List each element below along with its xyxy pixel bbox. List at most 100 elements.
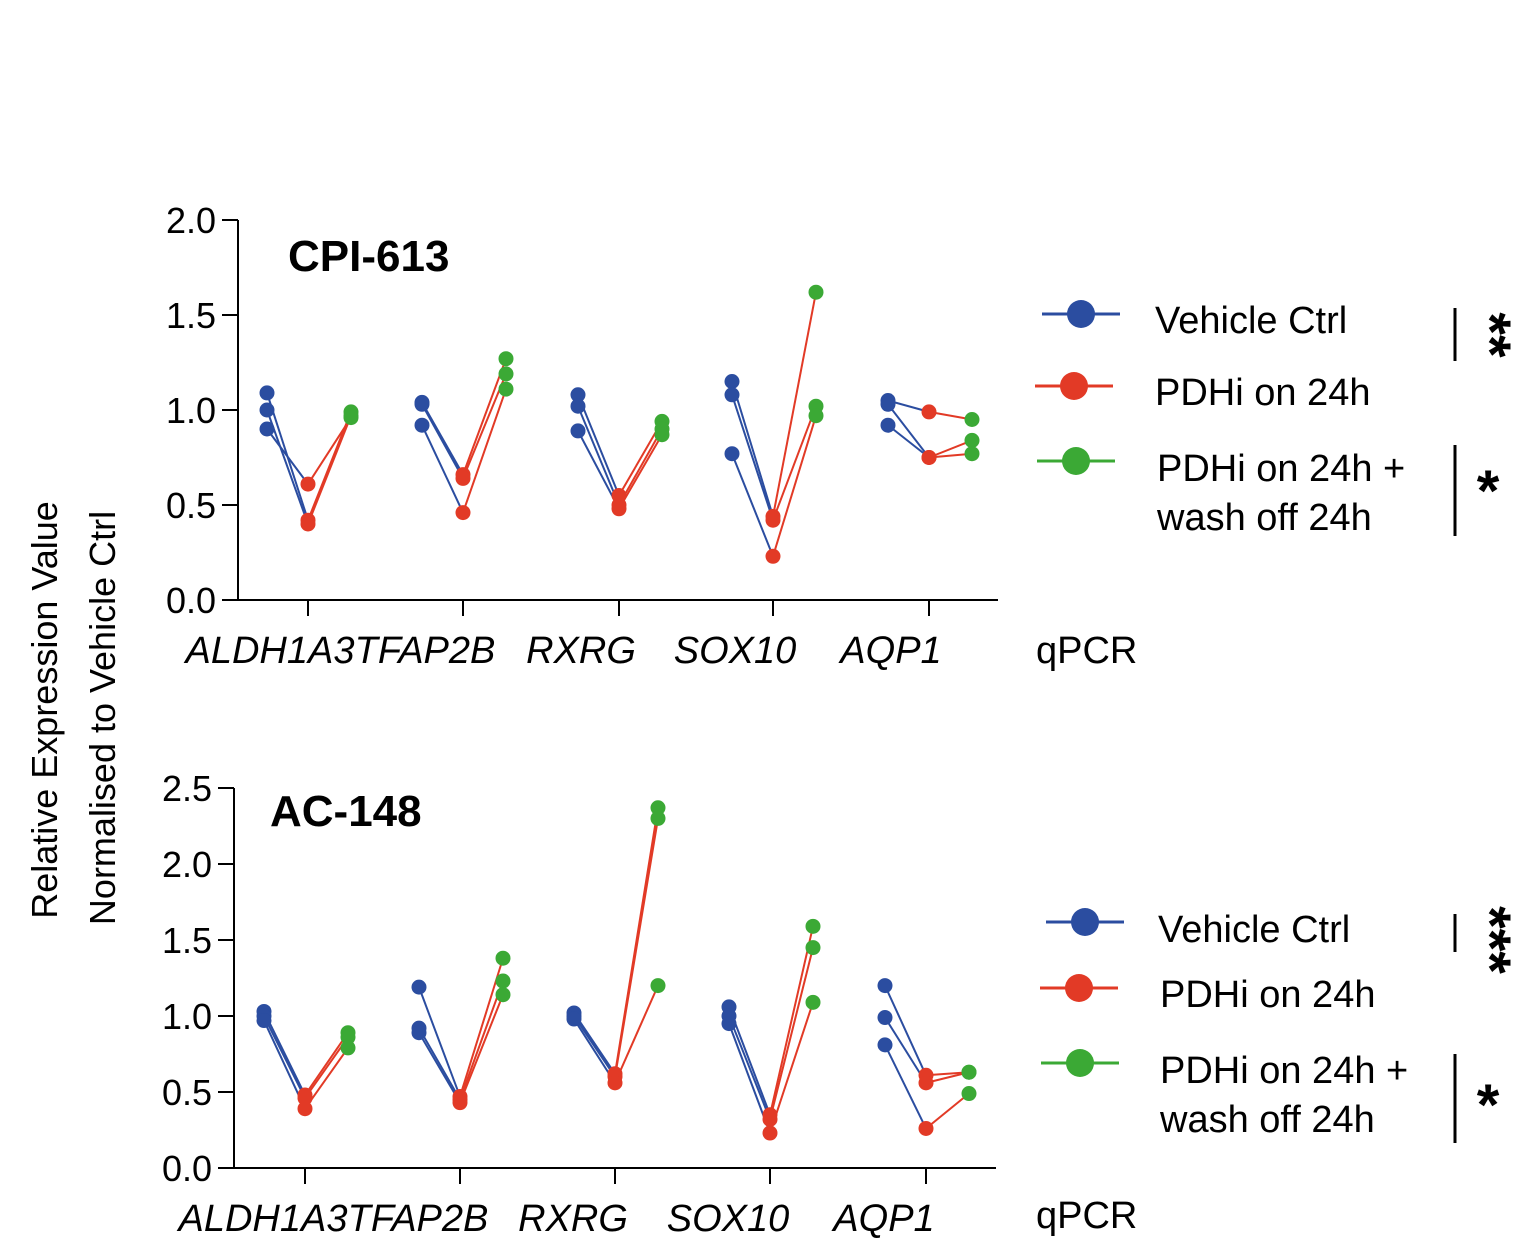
connector-pdhi-wash (925, 1092, 970, 1130)
data-point-wash (654, 427, 670, 443)
connector-vehicle-pdhi (884, 1044, 927, 1129)
data-point-vehicle (877, 978, 893, 994)
data-point-wash (805, 940, 821, 956)
legend-marker (1067, 300, 1095, 328)
legend-marker (1062, 447, 1090, 475)
connector-pdhi-wash (307, 415, 352, 525)
data-point-vehicle (877, 1010, 893, 1026)
data-point-vehicle (256, 1013, 272, 1029)
significance-markers: ** * (1453, 308, 1522, 536)
connector-vehicle-pdhi (577, 405, 620, 506)
data-point-wash (964, 432, 980, 448)
data-point-pdhi (762, 1125, 778, 1141)
y-axis-label-line-1: Relative Expression Value (24, 501, 65, 919)
panel-title: AC-148 (270, 787, 422, 836)
legend-marker (1060, 372, 1088, 400)
data-point-wash (650, 978, 666, 994)
legend-item-vehicle: Vehicle Ctrl (1042, 300, 1347, 342)
y-tick-label: 0.5 (166, 485, 216, 526)
y-tick-label: 2.5 (162, 768, 212, 809)
data-point-vehicle (880, 417, 896, 433)
data-point-vehicle (880, 396, 896, 412)
connector-pdhi-wash (772, 292, 817, 517)
data-point-pdhi (762, 1111, 778, 1127)
data-point-wash (808, 284, 824, 300)
data-point-wash (495, 950, 511, 966)
legend-item-vehicle: Vehicle Ctrl (1046, 908, 1350, 951)
connector-vehicle-pdhi (418, 1032, 461, 1104)
data-point-pdhi (765, 548, 781, 564)
connector-pdhi-wash (462, 373, 507, 479)
y-ticks: 0.0 0.5 1.0 1.5 2.0 2.5 (162, 768, 234, 1189)
significance-label: *** (1457, 906, 1522, 974)
data-point-pdhi (455, 505, 471, 521)
data-point-pdhi (297, 1101, 313, 1117)
y-tick-label: 2.0 (162, 844, 212, 885)
legend-label-line-2: wash off 24h (1156, 497, 1372, 539)
y-tick-label: 1.0 (162, 996, 212, 1037)
data-point-wash (498, 381, 514, 397)
y-tick-label: 1.5 (166, 295, 216, 336)
connector-pdhi-wash (304, 1032, 349, 1096)
data-point-wash (964, 446, 980, 462)
legend-label-line-1: PDHi on 24h + (1160, 1050, 1408, 1092)
panel-title: CPI-613 (288, 232, 449, 281)
gene-label-sox10: SOX10 (667, 1198, 790, 1239)
gene-label-rxrg: RXRG (526, 630, 636, 672)
data-point-pdhi (300, 516, 316, 532)
data-point-vehicle (414, 417, 430, 433)
data-point-vehicle (259, 421, 275, 437)
legend-item-wash: PDHi on 24h + wash off 24h (1041, 1049, 1408, 1141)
connector-pdhi-wash (772, 405, 817, 521)
legend-label-line-2: wash off 24h (1159, 1099, 1375, 1141)
legend-marker (1071, 908, 1099, 936)
data-point-wash (495, 987, 511, 1003)
significance-label: ** (1457, 312, 1522, 358)
connector-pdhi-wash (769, 926, 814, 1116)
data-point-wash (498, 351, 514, 367)
data-point-wash (495, 973, 511, 989)
data-point-vehicle (411, 1025, 427, 1041)
connector-vehicle-pdhi (421, 424, 464, 514)
connector-vehicle-pdhi (266, 428, 309, 485)
data-point-vehicle (724, 374, 740, 389)
connector-vehicle-pdhi (884, 985, 927, 1076)
data-points (259, 284, 980, 564)
legend-marker (1066, 1049, 1094, 1077)
connector-pdhi-wash (462, 388, 507, 513)
y-tick-label: 2.0 (166, 200, 216, 241)
connector-vehicle-pdhi (887, 403, 930, 459)
connector-vehicle-pdhi (421, 403, 464, 479)
data-point-pdhi (918, 1120, 934, 1136)
connector-vehicle-pdhi (421, 401, 464, 476)
data-point-wash (343, 410, 359, 426)
connector-vehicle-pdhi (884, 1016, 927, 1084)
data-point-vehicle (259, 385, 275, 401)
connector-pdhi-wash (614, 985, 659, 1084)
x-ticks: ALDH1A3 TFAP2B RXRG SOX10 AQP1 (177, 1168, 935, 1239)
connector-vehicle-pdhi (731, 453, 774, 557)
data-point-vehicle (570, 423, 586, 439)
y-tick-label: 0.5 (162, 1072, 212, 1113)
significance-markers: *** * (1453, 906, 1522, 1143)
data-point-pdhi (300, 476, 316, 492)
connector-pdhi-wash (618, 428, 663, 506)
legend-label-line-1: PDHi on 24h + (1157, 448, 1405, 490)
gene-label-aldh1a3: ALDH1A3 (177, 1198, 348, 1239)
data-point-vehicle (570, 387, 586, 403)
connector-pdhi-wash (928, 439, 973, 459)
data-point-pdhi (921, 404, 937, 420)
data-point-vehicle (724, 446, 740, 462)
data-point-pdhi (921, 450, 937, 465)
connector-vehicle-pdhi (731, 394, 774, 521)
connector-vehicle-pdhi (731, 381, 774, 517)
data-point-vehicle (566, 1011, 582, 1027)
data-point-wash (808, 408, 824, 424)
connector-vehicle-pdhi (573, 1015, 616, 1078)
data-point-vehicle (411, 979, 427, 995)
legend-label: Vehicle Ctrl (1155, 300, 1347, 342)
gene-label-rxrg: RXRG (518, 1198, 628, 1239)
y-tick-label: 1.5 (162, 920, 212, 961)
data-point-pdhi (455, 470, 471, 486)
connector-pdhi-wash (459, 994, 504, 1104)
